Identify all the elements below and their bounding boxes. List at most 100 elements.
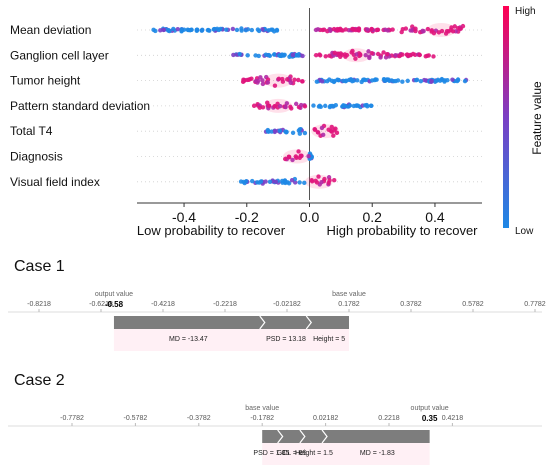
beeswarm-point: [257, 105, 262, 110]
beeswarm-point: [425, 26, 431, 32]
force-tick-label: -0.8218: [27, 301, 51, 308]
force-tick-label: 0.02182: [313, 415, 338, 422]
beeswarm-point: [462, 78, 468, 84]
base-value-label: base value: [245, 405, 279, 412]
beeswarm-point: [347, 77, 352, 83]
output-value-label: output value: [411, 405, 449, 412]
base-value-label: base value: [332, 291, 366, 298]
beeswarm-point: [323, 54, 328, 59]
beeswarm-point: [311, 103, 316, 108]
force-tick-label: -0.7782: [60, 415, 84, 422]
beeswarm-point: [256, 28, 262, 34]
beeswarm-point: [292, 180, 298, 185]
force-tick-label: 0.2218: [378, 415, 400, 422]
beeswarm-point: [314, 79, 320, 84]
beeswarm-point: [218, 26, 223, 32]
beeswarm-point: [357, 52, 363, 57]
beeswarm-point: [356, 103, 361, 108]
beeswarm-point: [393, 52, 398, 58]
x-tick-label: 0.0: [300, 209, 320, 225]
beeswarm-point: [279, 52, 285, 57]
beeswarm-point: [381, 50, 386, 55]
case-1-force-plot: -0.8218 -0.6218 -0.4218 -0.2218 -0.02182 0.17…: [8, 291, 546, 351]
beeswarm-point: [234, 27, 240, 33]
force-tick-label: -0.2218: [213, 301, 237, 308]
beeswarm-point: [452, 24, 457, 29]
beeswarm-point: [375, 51, 381, 57]
shap-summary-plot: Mean deviation Ganglion cell layer Tumor h…: [10, 6, 544, 238]
beeswarm-point: [153, 28, 158, 34]
beeswarm-point: [309, 179, 315, 184]
beeswarm-point: [375, 27, 381, 32]
beeswarm-point: [332, 50, 338, 56]
beeswarm-point: [286, 154, 292, 159]
beeswarm-point: [399, 29, 404, 35]
force-chevron: [305, 315, 313, 330]
beeswarm-point: [211, 27, 217, 32]
beeswarm-point: [273, 179, 279, 185]
beeswarm-point: [317, 52, 322, 57]
beeswarm-point: [260, 27, 265, 32]
force-bar: [262, 430, 430, 443]
beeswarm-point: [400, 79, 405, 84]
beeswarm-point: [423, 54, 428, 59]
beeswarm-point: [265, 127, 271, 133]
beeswarm-point: [313, 27, 319, 33]
beeswarm-point: [302, 130, 308, 136]
beeswarm-point: [297, 127, 302, 132]
beeswarm-point: [350, 48, 355, 54]
beeswarm-point: [302, 104, 308, 109]
beeswarm-point: [329, 124, 334, 130]
beeswarm-point: [224, 27, 229, 32]
beeswarm-point: [274, 27, 280, 33]
beeswarm-point: [327, 178, 332, 183]
beeswarm-point: [253, 79, 259, 84]
feature-label: Pattern standard deviation: [10, 99, 150, 113]
force-tick-label: 0.5782: [462, 301, 484, 308]
beeswarm-point: [434, 78, 439, 83]
beeswarm-point: [260, 105, 266, 110]
beeswarm-point: [332, 78, 337, 84]
beeswarm-point: [319, 125, 325, 131]
beeswarm-point: [325, 79, 330, 84]
beeswarm-point: [302, 180, 307, 186]
beeswarm-point: [329, 103, 335, 109]
beeswarm-point: [200, 27, 205, 33]
beeswarm-point: [230, 26, 236, 32]
beeswarm-point: [161, 27, 166, 33]
beeswarm-point: [417, 52, 422, 58]
beeswarm-point: [282, 156, 288, 162]
beeswarm-point: [315, 130, 321, 135]
beeswarm-point: [418, 78, 424, 84]
beeswarm-point: [293, 101, 299, 107]
xlabel-left: Low probability to recover: [137, 223, 286, 238]
beeswarm-point: [331, 133, 336, 138]
beeswarm-point: [239, 26, 244, 31]
force-tick-label: -0.02182: [273, 301, 301, 308]
force-chevron: [277, 429, 284, 444]
beeswarm-point: [266, 52, 272, 58]
force-chevron: [259, 315, 266, 330]
beeswarm-point: [250, 178, 255, 184]
beeswarm-point: [265, 80, 271, 85]
force-bar: [113, 316, 349, 329]
beeswarm-point: [332, 128, 337, 133]
beeswarm-point: [368, 103, 374, 108]
force-tick-label: -0.6218: [89, 301, 113, 308]
beeswarm-point: [258, 179, 264, 184]
output-value: -0.58: [105, 300, 124, 309]
beeswarm-point: [320, 132, 326, 138]
beeswarm-point: [442, 79, 447, 84]
beeswarm-point: [280, 79, 286, 84]
beeswarm-point: [215, 26, 220, 32]
force-chevron: [299, 429, 306, 444]
beeswarm-point: [243, 28, 249, 33]
beeswarm-point: [266, 28, 271, 33]
contribution-label: GCL = 65: [277, 450, 307, 457]
beeswarm-point: [175, 26, 180, 32]
feature-label: Ganglion cell layer: [10, 48, 109, 62]
beeswarm-point: [294, 155, 299, 161]
beeswarm-point: [319, 179, 324, 185]
beeswarm-point: [336, 52, 341, 57]
beeswarm-point: [272, 52, 277, 57]
